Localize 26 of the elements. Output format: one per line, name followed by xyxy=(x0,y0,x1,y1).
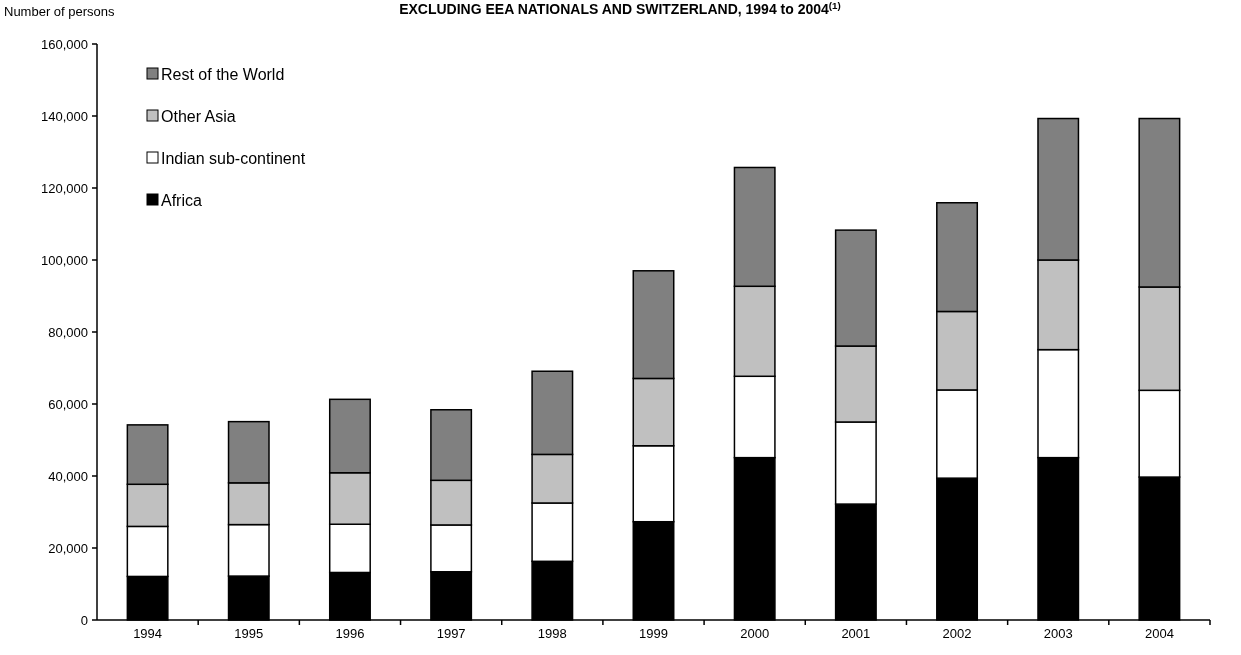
x-tick-label: 1999 xyxy=(639,626,668,641)
y-tick-label: 140,000 xyxy=(41,108,88,124)
x-tick-label: 2003 xyxy=(1043,626,1073,641)
x-tick-label: 1998 xyxy=(537,626,567,641)
y-tick-label: 40,000 xyxy=(48,468,88,484)
x-tick-label: 1996 xyxy=(335,626,365,641)
x-tick-label: 2002 xyxy=(942,626,972,641)
y-axis-title: Number of persons xyxy=(4,4,116,19)
y-tick-label: 160,000 xyxy=(41,36,88,52)
y-tick-label: 0 xyxy=(80,612,88,628)
y-tick-label: 120,000 xyxy=(41,180,88,196)
x-tick-label: 2001 xyxy=(841,626,871,641)
x-tick-label: 1994 xyxy=(133,626,163,641)
legend-label: Indian sub-continent xyxy=(161,149,306,167)
y-tick-label: 60,000 xyxy=(48,396,88,412)
y-tick-label: 20,000 xyxy=(48,540,88,556)
x-tick-label: 2004 xyxy=(1144,626,1174,641)
x-tick-label: 1995 xyxy=(234,626,264,641)
x-tick-label: 2000 xyxy=(740,626,770,641)
legend-label: Other Asia xyxy=(161,107,236,125)
legend-label: Rest of the World xyxy=(161,65,285,83)
y-tick-label: 80,000 xyxy=(48,324,88,340)
x-tick-label: 1997 xyxy=(436,626,466,641)
y-tick-label: 100,000 xyxy=(41,252,88,268)
legend-label: Africa xyxy=(161,191,202,209)
chart-title: EXCLUDING EEA NATIONALS AND SWITZERLAND, 1994 to 2004$^{(1)}$ xyxy=(399,0,841,17)
